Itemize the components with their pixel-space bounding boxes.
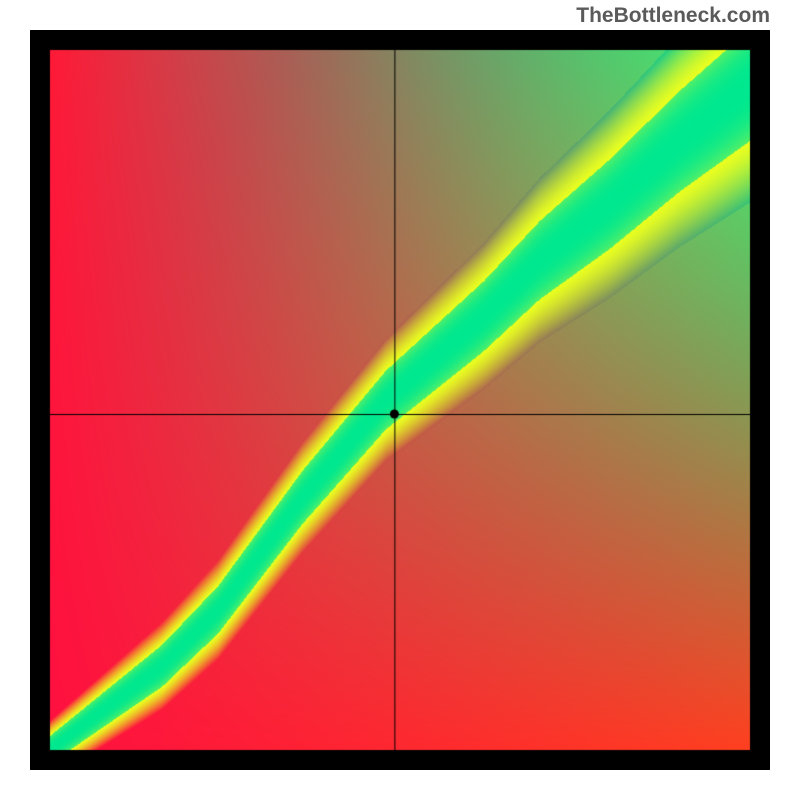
chart-frame xyxy=(30,30,770,770)
bottleneck-heatmap xyxy=(30,30,770,770)
root: TheBottleneck.com xyxy=(0,0,800,800)
watermark-text: TheBottleneck.com xyxy=(576,4,770,28)
